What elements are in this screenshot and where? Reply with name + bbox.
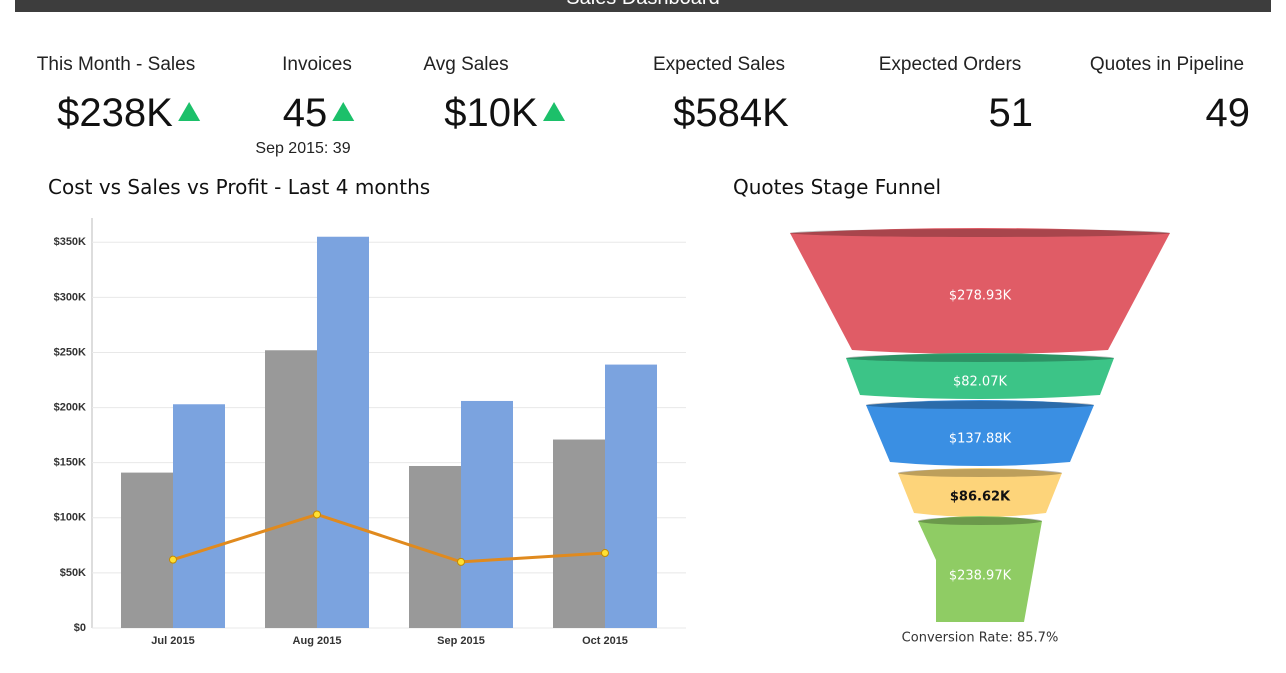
kpi-label: This Month - Sales [37, 54, 195, 75]
bar [265, 350, 317, 628]
funnel-label: $137.88K [949, 432, 1012, 447]
chart-title: Cost vs Sales vs Profit - Last 4 months [48, 175, 430, 199]
bar [553, 439, 605, 628]
kpi-value: $584K [673, 91, 789, 135]
profit-line [172, 512, 606, 564]
profit-point [601, 549, 609, 558]
x-tick-label: Sep 2015 [437, 635, 485, 647]
trend-up-icon [332, 102, 355, 121]
chart-title: Quotes Stage Funnel [733, 175, 941, 199]
trend-up-icon [543, 102, 566, 121]
funnel-top [846, 354, 1114, 362]
bar [605, 364, 657, 628]
bar [121, 472, 173, 628]
bar [173, 404, 225, 628]
bar [317, 236, 369, 628]
kpi-value: 45 [283, 91, 328, 135]
kpi-value: 51 [989, 91, 1034, 135]
funnel-segment [898, 468, 1062, 517]
funnel-segment [790, 228, 1170, 354]
header-title: Sales Dashboard [566, 0, 719, 9]
y-tick-label: $50K [60, 567, 86, 579]
funnel-segment [846, 353, 1114, 399]
funnel-label: $86.62K [950, 490, 1011, 505]
funnel-top [866, 401, 1094, 409]
y-tick-label: $200K [54, 401, 86, 413]
y-tick-label: $350K [54, 236, 86, 248]
funnel-annotation: Conversion Rate: 85.7% [902, 631, 1059, 646]
y-tick-label: $150K [54, 457, 86, 469]
funnel-top [918, 517, 1042, 525]
y-tick-label: $100K [54, 512, 86, 524]
funnel-top [898, 469, 1062, 477]
kpi-label: Quotes in Pipeline [1090, 54, 1244, 75]
kpi-value: 49 [1206, 91, 1251, 135]
funnel-segment [866, 400, 1094, 466]
profit-point [313, 510, 321, 519]
kpi-label: Expected Orders [879, 54, 1022, 75]
funnel-segment [918, 516, 1042, 622]
y-tick-label: $0 [74, 622, 86, 634]
funnel-label: $82.07K [953, 375, 1007, 390]
trend-up-icon [178, 102, 201, 121]
x-tick-label: Oct 2015 [582, 635, 628, 647]
kpi-label: Avg Sales [423, 54, 508, 75]
kpi-label: Expected Sales [653, 54, 785, 75]
bar [461, 400, 513, 628]
y-tick-label: $300K [54, 291, 86, 303]
header-bar [15, 0, 1271, 12]
x-tick-label: Aug 2015 [293, 635, 342, 647]
kpi-note: Sep 2015: 39 [255, 140, 350, 157]
profit-point [457, 557, 465, 566]
x-tick-label: Jul 2015 [151, 635, 194, 647]
kpi-value: $238K [57, 91, 173, 135]
y-tick-label: $250K [54, 346, 86, 358]
profit-point [169, 555, 177, 564]
kpi-label: Invoices [282, 54, 352, 75]
funnel-top [790, 229, 1170, 237]
funnel-label: $238.97K [949, 569, 1012, 584]
funnel-label: $278.93K [949, 289, 1012, 304]
kpi-value: $10K [444, 91, 538, 135]
